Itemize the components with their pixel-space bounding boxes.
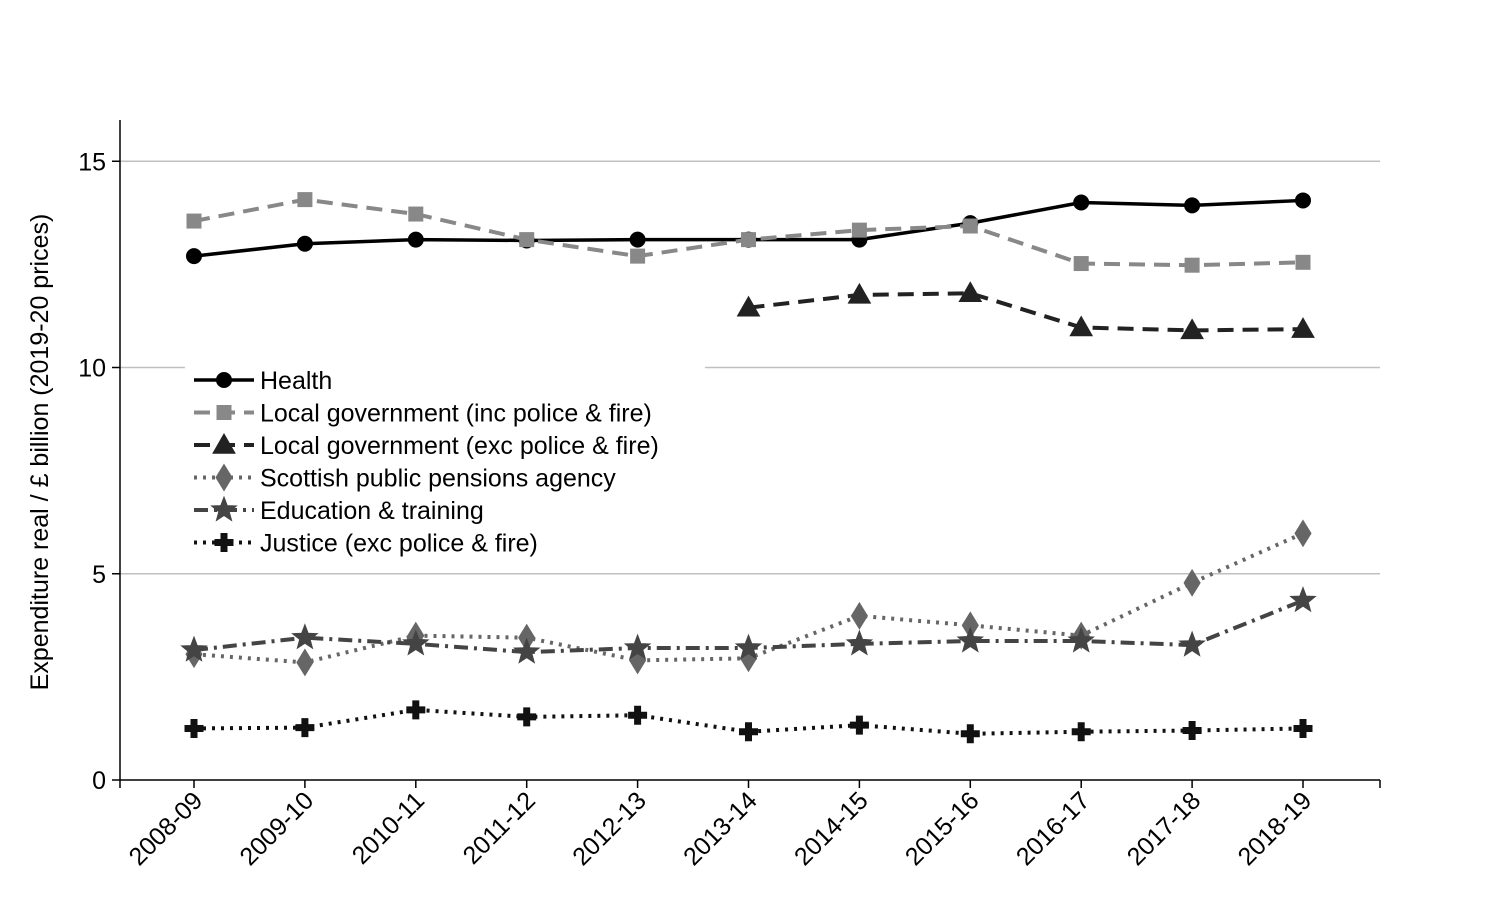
series-line: [748, 291, 1304, 333]
legend-entry: Health: [194, 367, 332, 395]
y-axis-title: Expenditure real / £ billion (2019-20 pr…: [26, 214, 54, 691]
data-point-star: [180, 635, 208, 662]
legend-background: [185, 362, 705, 562]
legend-label: Scottish public pensions agency: [260, 465, 616, 493]
data-point-square: [1184, 257, 1200, 273]
data-point-star: [1289, 586, 1317, 613]
data-point-diamond: [215, 463, 233, 492]
data-point-plus: [849, 715, 869, 735]
data-point-plus: [214, 533, 234, 552]
y-tick-label: 0: [92, 767, 106, 795]
legend-entry: Justice (exc police & fire): [194, 530, 538, 558]
data-point-triangle: [1291, 317, 1315, 338]
data-point-star: [512, 637, 541, 664]
data-point-square: [297, 192, 313, 208]
data-point-plus: [1293, 718, 1313, 738]
data-point-star: [1178, 630, 1206, 657]
series-0: [186, 192, 1311, 265]
legend-label: Local government (inc police & fire): [260, 400, 652, 428]
data-point-triangle: [958, 281, 983, 302]
x-tick-label: 2018-19: [1233, 786, 1318, 871]
data-point-square: [851, 222, 867, 238]
legend-entry: Local government (inc police & fire): [194, 400, 652, 428]
data-point-plus: [406, 700, 426, 720]
series-line: [193, 707, 1304, 736]
x-tick-label: 2009-10: [234, 786, 319, 871]
data-point-square: [962, 218, 978, 234]
data-point-square: [1073, 256, 1089, 272]
x-tick-label: 2012-13: [567, 786, 652, 871]
data-point-square: [741, 232, 756, 248]
data-point-triangle: [847, 282, 872, 304]
data-point-plus: [1071, 722, 1091, 742]
legend-label: Local government (exc police & fire): [260, 432, 659, 460]
series-4: [180, 586, 1317, 664]
data-point-diamond: [1183, 568, 1201, 597]
data-point-square: [216, 405, 232, 420]
data-point-triangle: [1180, 318, 1204, 340]
data-point-square: [408, 206, 424, 222]
data-point-star: [291, 623, 319, 650]
legend-entry: Education & training: [194, 495, 484, 525]
data-point-plus: [739, 722, 758, 742]
data-point-triangle: [736, 295, 761, 317]
legend: Health Local government (inc police & fir…: [185, 362, 705, 562]
legend-entry: Local government (exc police & fire): [194, 432, 659, 460]
data-point-star: [956, 626, 985, 653]
series-5: [184, 700, 1313, 744]
data-point-plus: [960, 724, 980, 744]
data-point-star: [845, 629, 874, 656]
data-point-star: [402, 629, 430, 656]
y-tick-label: 10: [78, 355, 106, 383]
data-point-star: [210, 495, 238, 522]
data-point-plus: [628, 705, 648, 725]
data-point-diamond: [1294, 519, 1312, 548]
data-point-star: [623, 633, 652, 660]
series-1: [186, 192, 1311, 273]
data-point-circle: [186, 248, 202, 265]
x-tick-label: 2013-14: [678, 786, 763, 871]
data-point-triangle: [212, 432, 236, 454]
data-point-square: [186, 213, 202, 229]
x-tick-label: 2008-09: [124, 786, 209, 871]
data-point-circle: [216, 372, 232, 388]
data-point-plus: [184, 718, 204, 738]
series-group: [180, 192, 1317, 744]
y-tick-label: 15: [78, 148, 106, 176]
data-point-star: [734, 633, 763, 660]
series-line: [193, 198, 1304, 258]
x-tick-label: 2016-17: [1011, 786, 1096, 871]
data-point-circle: [629, 231, 646, 248]
data-point-circle: [1295, 192, 1311, 209]
data-point-plus: [295, 718, 315, 738]
x-tick-label: 2015-16: [900, 786, 985, 871]
x-tick-label: 2014-15: [789, 786, 874, 871]
data-point-plus: [517, 707, 537, 727]
data-point-square: [519, 232, 535, 248]
data-point-square: [1295, 254, 1311, 270]
legend-label: Health: [260, 367, 332, 395]
x-tick-label: 2010-11: [347, 786, 430, 869]
legend-label: Justice (exc police & fire): [260, 530, 538, 558]
legend-entry: Scottish public pensions agency: [194, 463, 616, 493]
series-2: [736, 281, 1315, 340]
data-point-circle: [1184, 197, 1201, 214]
data-point-circle: [407, 231, 424, 248]
data-point-diamond: [296, 648, 314, 677]
data-point-star: [1067, 626, 1095, 653]
y-tick-label: 5: [92, 561, 106, 589]
data-point-triangle: [1069, 315, 1094, 337]
x-tick-label: 2011-12: [458, 786, 541, 869]
legend-label: Education & training: [260, 497, 484, 525]
x-tick-label: 2017-18: [1122, 786, 1207, 871]
data-point-circle: [296, 235, 313, 252]
data-point-square: [630, 248, 646, 264]
data-point-circle: [1073, 194, 1090, 211]
data-point-plus: [1182, 721, 1202, 740]
data-point-diamond: [850, 601, 868, 630]
